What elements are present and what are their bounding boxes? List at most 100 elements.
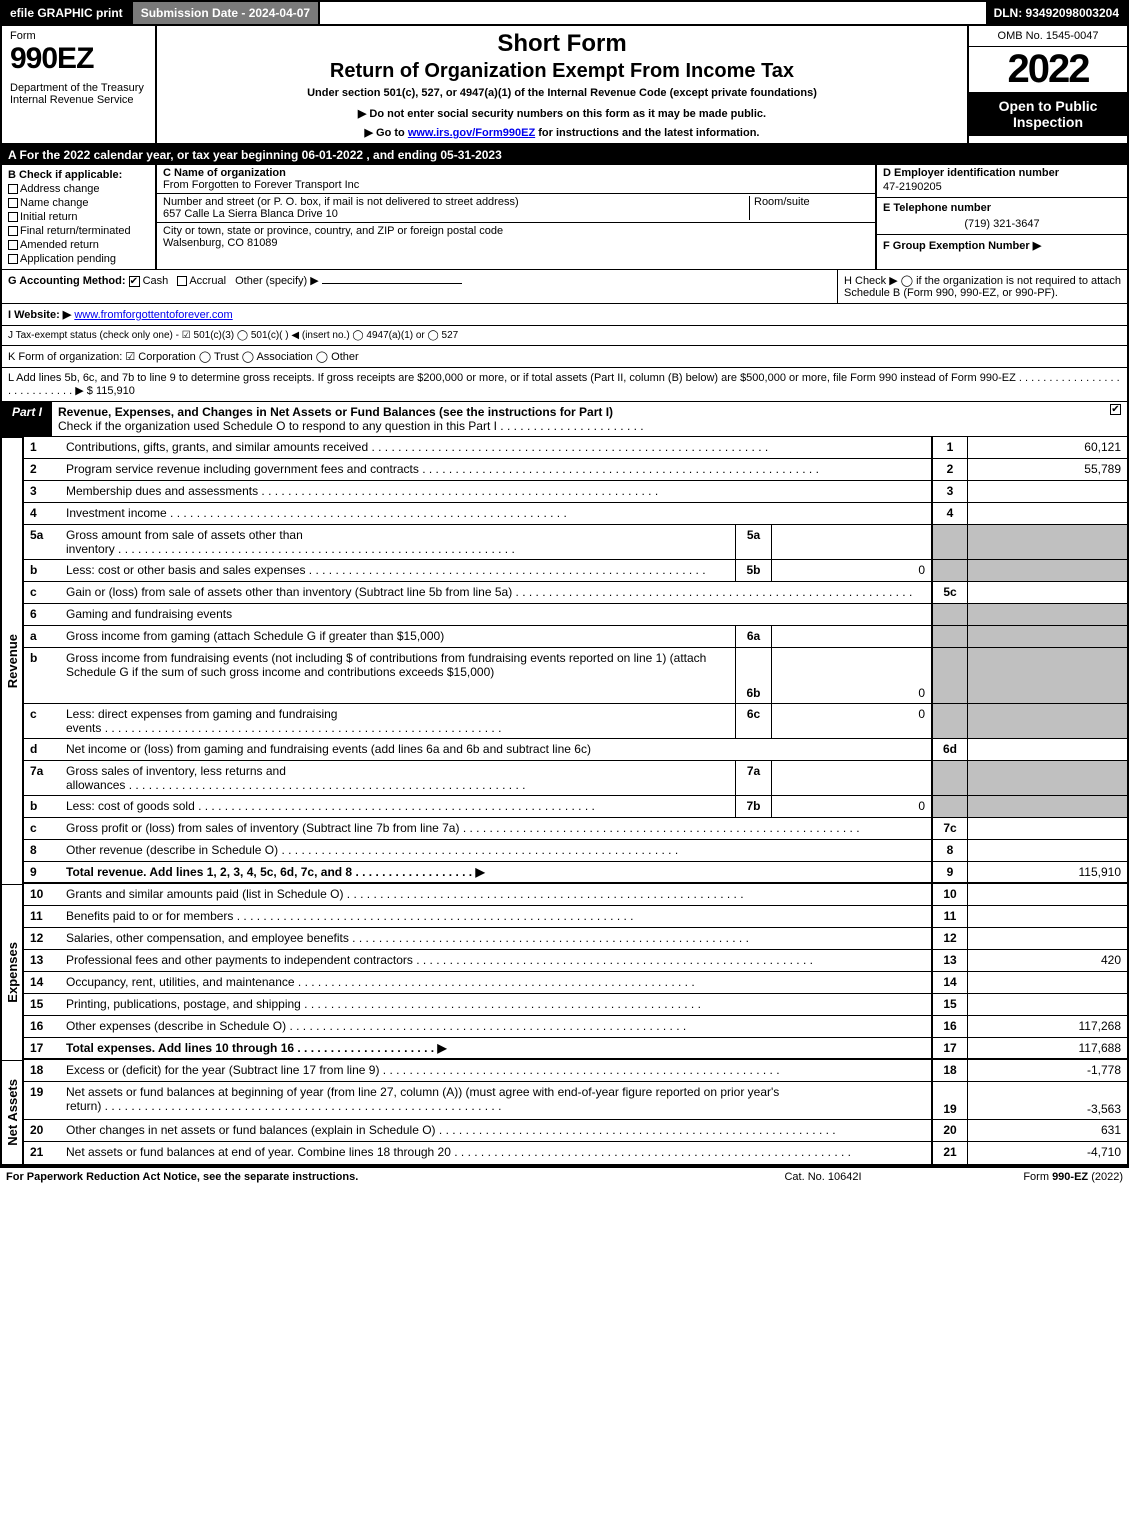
part1-tag: Part I: [2, 402, 52, 436]
line-9: 9Total revenue. Add lines 1, 2, 3, 4, 5c…: [24, 862, 1127, 884]
part1-header: Part I Revenue, Expenses, and Changes in…: [0, 402, 1129, 437]
goto-pre: ▶ Go to: [365, 127, 408, 139]
cash-checkbox[interactable]: [129, 276, 140, 287]
line-13: 13Professional fees and other payments t…: [24, 950, 1127, 972]
form-header: Form 990EZ Department of the Treasury In…: [0, 26, 1129, 145]
name-change[interactable]: Name change: [8, 197, 149, 209]
line-10: 10Grants and similar amounts paid (list …: [24, 884, 1127, 906]
line-4: 4Investment income4: [24, 503, 1127, 525]
info-grid: B Check if applicable: Address change Na…: [0, 165, 1129, 270]
header-right: OMB No. 1545-0047 2022 Open to Public In…: [967, 26, 1127, 143]
expenses-block: Expenses 10Grants and similar amounts pa…: [2, 884, 1127, 1060]
revenue-vert: Revenue: [2, 437, 24, 884]
box-k: K Form of organization: ☑ Corporation ◯ …: [0, 346, 1129, 368]
under-section: Under section 501(c), 527, or 4947(a)(1)…: [165, 87, 959, 99]
org-name: From Forgotten to Forever Transport Inc: [163, 179, 359, 191]
footer-cat: Cat. No. 10642I: [723, 1171, 923, 1183]
c-label: C Name of organization: [163, 167, 286, 179]
line-17: 17Total expenses. Add lines 10 through 1…: [24, 1038, 1127, 1060]
section-a: A For the 2022 calendar year, or tax yea…: [0, 145, 1129, 165]
city-label: City or town, state or province, country…: [163, 225, 503, 237]
submission-date: Submission Date - 2024-04-07: [133, 2, 320, 24]
department-label: Department of the Treasury Internal Reve…: [10, 82, 147, 106]
website-link[interactable]: www.fromforgottentoforever.com: [74, 309, 232, 321]
tax-year: 2022: [969, 47, 1127, 92]
addr-label: Number and street (or P. O. box, if mail…: [163, 196, 519, 208]
line-12: 12Salaries, other compensation, and empl…: [24, 928, 1127, 950]
final-return[interactable]: Final return/terminated: [8, 225, 149, 237]
open-inspection: Open to Public Inspection: [969, 92, 1127, 136]
line-15: 15Printing, publications, postage, and s…: [24, 994, 1127, 1016]
amended-return[interactable]: Amended return: [8, 239, 149, 251]
line-16: 16Other expenses (describe in Schedule O…: [24, 1016, 1127, 1038]
box-l: L Add lines 5b, 6c, and 7b to line 9 to …: [0, 368, 1129, 402]
goto-post: for instructions and the latest informat…: [535, 127, 759, 139]
line-5b: bLess: cost or other basis and sales exp…: [24, 560, 1127, 582]
phone-value: (719) 321-3647: [883, 218, 1121, 230]
box-c: C Name of organization From Forgotten to…: [157, 165, 877, 269]
footer-right: Form 990-EZ (2022): [923, 1171, 1123, 1183]
line-1: 1Contributions, gifts, grants, and simil…: [24, 437, 1127, 459]
line-8: 8Other revenue (describe in Schedule O)8: [24, 840, 1127, 862]
goto-line: ▶ Go to www.irs.gov/Form990EZ for instru…: [165, 126, 959, 139]
dln-number: DLN: 93492098003204: [986, 2, 1127, 24]
omb-number: OMB No. 1545-0047: [969, 26, 1127, 47]
form-label: Form: [10, 30, 147, 42]
b-letter: B: [8, 169, 16, 181]
line-14: 14Occupancy, rent, utilities, and mainte…: [24, 972, 1127, 994]
l-text: L Add lines 5b, 6c, and 7b to line 9 to …: [8, 372, 1120, 397]
box-h: H Check ▶ ◯ if the organization is not r…: [837, 270, 1127, 303]
d-label: D Employer identification number: [883, 167, 1121, 179]
part1-check[interactable]: [1107, 402, 1127, 436]
line-3: 3Membership dues and assessments3: [24, 481, 1127, 503]
part1-table: Revenue 1Contributions, gifts, grants, a…: [0, 437, 1129, 1166]
accrual-radio[interactable]: [177, 276, 187, 286]
b-check-if: Check if applicable:: [19, 169, 122, 181]
line-5a: 5aGross amount from sale of assets other…: [24, 525, 1127, 560]
g-label: G Accounting Method:: [8, 275, 126, 287]
ein-value: 47-2190205: [883, 181, 1121, 193]
box-i: I Website: ▶ www.fromforgottentoforever.…: [0, 304, 1129, 326]
line-21: 21Net assets or fund balances at end of …: [24, 1142, 1127, 1164]
org-name-row: C Name of organization From Forgotten to…: [157, 165, 875, 194]
netassets-block: Net Assets 18Excess or (deficit) for the…: [2, 1060, 1127, 1166]
form-number: 990EZ: [10, 42, 147, 76]
box-g: G Accounting Method: Cash Accrual Other …: [2, 270, 837, 303]
addr-change[interactable]: Address change: [8, 183, 149, 195]
header-center: Short Form Return of Organization Exempt…: [157, 26, 967, 143]
line-11: 11Benefits paid to or for members11: [24, 906, 1127, 928]
e-label: E Telephone number: [883, 202, 1121, 214]
efile-label[interactable]: efile GRAPHIC print: [2, 2, 133, 24]
line-2: 2Program service revenue including gover…: [24, 459, 1127, 481]
box-d: D Employer identification number 47-2190…: [877, 165, 1127, 269]
l-amount: 115,910: [96, 385, 135, 397]
city-value: Walsenburg, CO 81089: [163, 237, 278, 249]
line-6a: aGross income from gaming (attach Schedu…: [24, 626, 1127, 648]
i-label: I Website: ▶: [8, 309, 71, 321]
line-6b: bGross income from fundraising events (n…: [24, 648, 1127, 704]
line-7c: cGross profit or (loss) from sales of in…: [24, 818, 1127, 840]
line-7b: bLess: cost of goods sold7b0: [24, 796, 1127, 818]
line-6: 6Gaming and fundraising events: [24, 604, 1127, 626]
box-j: J Tax-exempt status (check only one) - ☑…: [0, 326, 1129, 346]
top-bar: efile GRAPHIC print Submission Date - 20…: [0, 0, 1129, 26]
header-left: Form 990EZ Department of the Treasury In…: [2, 26, 157, 143]
footer-left: For Paperwork Reduction Act Notice, see …: [6, 1171, 723, 1183]
application-pending[interactable]: Application pending: [8, 253, 149, 265]
irs-link[interactable]: www.irs.gov/Form990EZ: [408, 127, 535, 139]
line-5c: cGain or (loss) from sale of assets othe…: [24, 582, 1127, 604]
addr-row: Number and street (or P. O. box, if mail…: [157, 194, 875, 223]
short-form-title: Short Form: [165, 30, 959, 58]
line-19: 19Net assets or fund balances at beginni…: [24, 1082, 1127, 1120]
netassets-vert: Net Assets: [2, 1060, 24, 1164]
line-6c: cLess: direct expenses from gaming and f…: [24, 704, 1127, 739]
line-6d: dNet income or (loss) from gaming and fu…: [24, 739, 1127, 761]
footer: For Paperwork Reduction Act Notice, see …: [0, 1166, 1129, 1186]
f-label: F Group Exemption Number ▶: [883, 239, 1121, 252]
revenue-block: Revenue 1Contributions, gifts, grants, a…: [2, 437, 1127, 884]
row-g-h: G Accounting Method: Cash Accrual Other …: [0, 270, 1129, 304]
return-title: Return of Organization Exempt From Incom…: [165, 60, 959, 83]
line-18: 18Excess or (deficit) for the year (Subt…: [24, 1060, 1127, 1082]
room-suite: Room/suite: [749, 196, 869, 220]
initial-return[interactable]: Initial return: [8, 211, 149, 223]
